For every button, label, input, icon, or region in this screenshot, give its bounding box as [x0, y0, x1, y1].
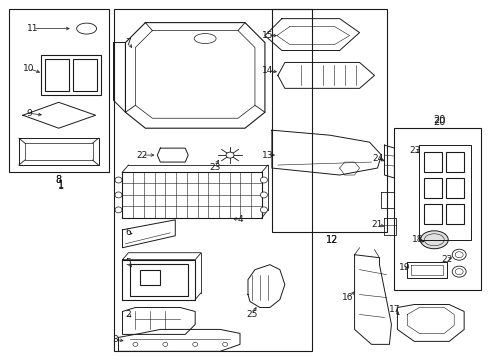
Ellipse shape [261, 207, 268, 213]
Bar [446, 204, 464, 224]
Bar [130, 264, 188, 296]
Text: 5: 5 [125, 258, 131, 267]
Bar [114, 9, 312, 351]
Text: 23: 23 [410, 145, 421, 154]
Bar [446, 178, 464, 198]
Polygon shape [265, 19, 360, 50]
Text: 19: 19 [399, 263, 410, 272]
Ellipse shape [261, 192, 268, 198]
Ellipse shape [452, 266, 466, 277]
Text: 22: 22 [441, 255, 453, 264]
Text: 1: 1 [58, 181, 64, 191]
Text: 21: 21 [372, 220, 383, 229]
Bar [41, 55, 100, 95]
Polygon shape [385, 145, 394, 178]
Polygon shape [407, 262, 447, 278]
Polygon shape [385, 218, 396, 235]
Text: 3: 3 [113, 335, 119, 344]
Bar [45, 59, 69, 91]
Bar [424, 178, 442, 198]
Polygon shape [419, 145, 471, 240]
Polygon shape [122, 307, 195, 334]
Text: 11: 11 [27, 24, 39, 33]
Bar [424, 204, 442, 224]
Ellipse shape [261, 177, 268, 183]
Polygon shape [157, 148, 188, 162]
Text: 8: 8 [56, 175, 62, 185]
Polygon shape [122, 220, 175, 248]
Bar [73, 59, 97, 91]
Text: 8: 8 [56, 175, 62, 185]
Polygon shape [248, 265, 285, 307]
Polygon shape [122, 172, 262, 218]
Text: 10: 10 [23, 64, 35, 73]
Polygon shape [382, 192, 394, 208]
Polygon shape [122, 253, 201, 260]
Text: 9: 9 [26, 109, 32, 118]
Text: 7: 7 [125, 38, 131, 47]
Text: 22: 22 [137, 150, 148, 159]
Polygon shape [119, 329, 240, 351]
Bar [141, 270, 160, 285]
Polygon shape [114, 42, 125, 112]
Bar [9, 9, 108, 172]
Polygon shape [125, 23, 265, 128]
Text: 6: 6 [125, 228, 131, 237]
Text: 25: 25 [246, 310, 258, 319]
Text: 20: 20 [433, 117, 445, 127]
Bar [424, 152, 442, 172]
Polygon shape [122, 260, 195, 300]
Bar [272, 9, 388, 232]
Text: 17: 17 [389, 305, 400, 314]
Ellipse shape [452, 249, 466, 260]
Text: 24: 24 [372, 154, 383, 163]
Text: 1: 1 [58, 180, 64, 190]
Text: 4: 4 [237, 215, 243, 224]
Text: 18: 18 [412, 235, 423, 244]
Ellipse shape [420, 231, 448, 249]
Polygon shape [355, 255, 392, 345]
Text: 12: 12 [325, 235, 338, 245]
Bar [394, 128, 481, 289]
Text: 16: 16 [342, 293, 353, 302]
Ellipse shape [226, 152, 234, 158]
Polygon shape [278, 62, 374, 88]
Text: 12: 12 [325, 235, 338, 245]
Text: 15: 15 [262, 31, 273, 40]
Polygon shape [272, 130, 382, 175]
Text: 20: 20 [433, 115, 445, 125]
Ellipse shape [115, 207, 122, 213]
Text: 23: 23 [209, 163, 221, 172]
Polygon shape [397, 305, 464, 341]
Text: 14: 14 [262, 66, 273, 75]
Text: 2: 2 [125, 310, 131, 319]
Ellipse shape [115, 177, 122, 183]
Text: 13: 13 [262, 150, 273, 159]
Ellipse shape [115, 192, 122, 198]
Bar [446, 152, 464, 172]
